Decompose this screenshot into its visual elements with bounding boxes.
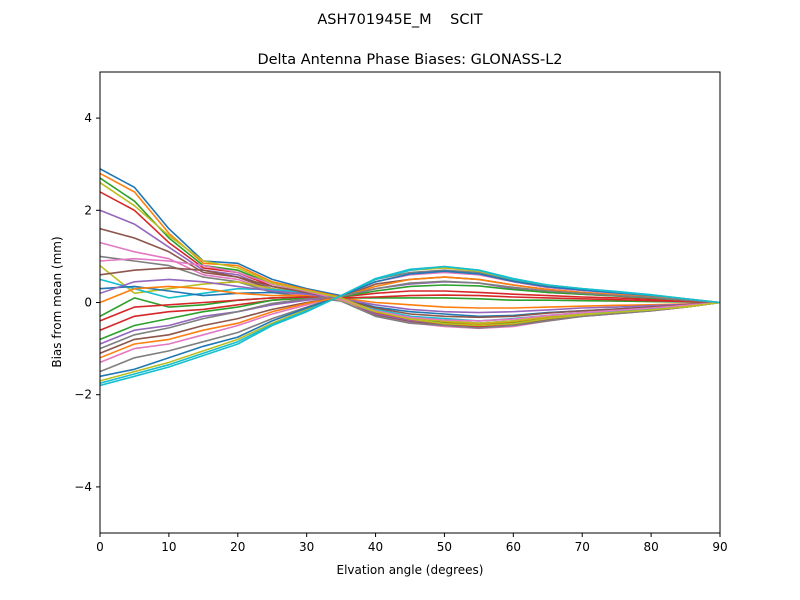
series-line-30 [100, 265, 720, 384]
x-tick-label: 50 [437, 540, 452, 554]
x-tick-label: 70 [575, 540, 590, 554]
chart-suptitle: ASH701945E_M SCIT [317, 12, 482, 28]
x-tick-label: 20 [230, 540, 245, 554]
x-tick-label: 30 [299, 540, 314, 554]
x-tick-label: 10 [161, 540, 176, 554]
x-tick-label: 60 [506, 540, 521, 554]
y-tick-label: 4 [84, 111, 92, 125]
x-axis: 0 10 20 30 40 50 60 70 80 90 [96, 533, 728, 554]
series-line-12 [100, 285, 720, 309]
x-axis-label: Elvation angle (degrees) [337, 563, 484, 577]
series-line-8 [100, 255, 720, 329]
x-tick-label: 90 [712, 540, 727, 554]
y-axis-label: Bias from mean (mm) [50, 236, 64, 367]
x-tick-label: 80 [643, 540, 658, 554]
y-axis: −4 −2 0 2 4 [74, 111, 100, 494]
series-lines [100, 168, 720, 387]
series-line-25 [100, 278, 720, 314]
y-tick-label: 0 [84, 296, 92, 310]
series-line-24 [100, 294, 720, 322]
x-tick-label: 0 [96, 540, 104, 554]
y-tick-label: −2 [74, 388, 92, 402]
x-tick-label: 40 [368, 540, 383, 554]
series-line-22 [100, 276, 720, 359]
series-line-27 [100, 257, 720, 322]
chart-title: Delta Antenna Phase Biases: GLONASS-L2 [257, 52, 562, 68]
y-tick-label: 2 [84, 203, 92, 217]
series-line-26 [100, 267, 720, 319]
series-line-28 [100, 280, 720, 350]
series-line-29 [100, 181, 720, 327]
series-line-13 [100, 296, 720, 318]
plot-frame [99, 71, 721, 534]
y-tick-label: −4 [74, 480, 92, 494]
series-line-21 [100, 270, 720, 378]
series-line-14 [100, 290, 720, 331]
